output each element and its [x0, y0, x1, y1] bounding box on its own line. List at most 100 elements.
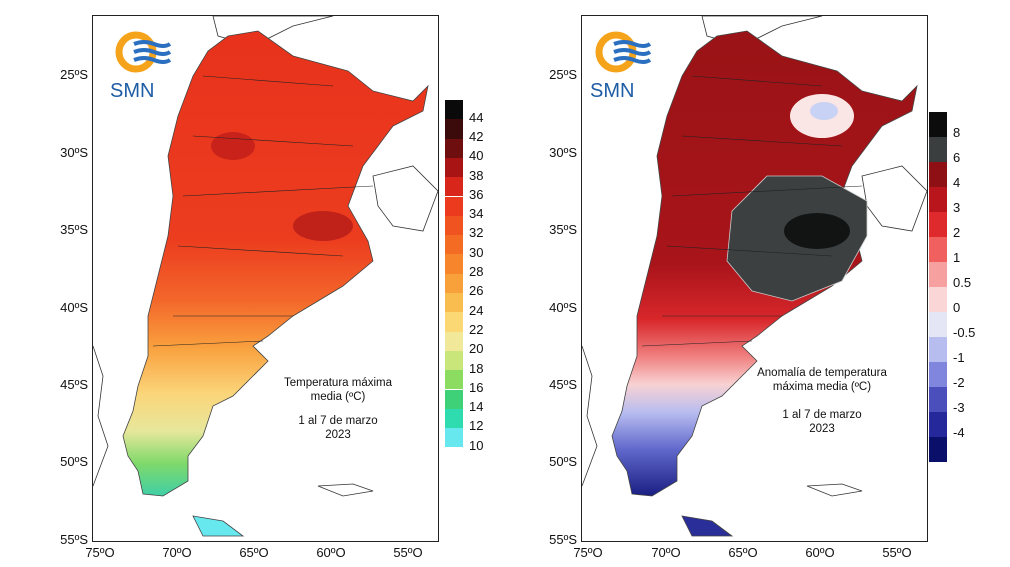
colorbar-swatch: [929, 287, 947, 312]
smn-logo-icon: [115, 31, 172, 73]
hot-spot-center: [293, 211, 353, 241]
colorbar-swatch: [445, 177, 463, 197]
colorbar-label: 36: [469, 186, 484, 202]
malvinas-islands: [806, 483, 863, 497]
right-map-frame: [581, 15, 928, 542]
left-map-panel: SMN 25ºS 30ºS 35ºS 40ºS 45ºS 50ºS 55ºS 7…: [60, 15, 484, 560]
uruguay-outline: [372, 165, 438, 232]
colorbar-swatch: [929, 312, 947, 337]
colorbar-label: 14: [469, 399, 484, 415]
smn-logo: SMN: [590, 30, 652, 102]
colorbar-label: 0: [953, 299, 961, 315]
right-year: 2023: [809, 423, 835, 435]
colorbar-swatch: [445, 389, 463, 409]
colorbar-swatch: [445, 235, 463, 255]
colorbar-swatch: [929, 137, 947, 162]
uruguay-outline: [861, 165, 927, 232]
colorbar-swatch: [929, 262, 947, 287]
colorbar-swatch: [929, 362, 947, 387]
lon-label: 60ºO: [316, 545, 346, 560]
colorbar-swatch: [929, 162, 947, 187]
lat-label: 30ºS: [60, 145, 88, 160]
left-title-line2: media (ºC): [310, 391, 366, 403]
lat-label: 45ºS: [60, 377, 88, 392]
colorbar-swatch: [445, 312, 463, 332]
colorbar-label: 0.5: [953, 274, 972, 290]
lat-label: 30ºS: [549, 145, 577, 160]
colorbar-swatch: [929, 112, 947, 137]
colorbar-label: -3: [953, 399, 965, 415]
colorbar-swatch: [445, 331, 463, 351]
colorbar-swatch: [929, 437, 947, 462]
colorbar-swatch: [445, 408, 463, 429]
colorbar-label: 2: [953, 224, 961, 240]
lat-label: 50ºS: [60, 454, 88, 469]
colorbar-swatch: [929, 387, 947, 412]
lon-label: 75ºO: [573, 545, 603, 560]
colorbar-label: 22: [469, 321, 484, 337]
max-anomaly-core: [784, 213, 850, 249]
province-borders: [152, 75, 374, 347]
chile-coast: [93, 345, 109, 487]
colorbar-label: 8: [953, 124, 961, 140]
cool-spot-core: [810, 102, 838, 120]
colorbar-swatch: [929, 412, 947, 437]
lat-label: 25ºS: [60, 67, 88, 82]
lat-label: 40ºS: [549, 300, 577, 315]
colorbar-label: -0.5: [953, 324, 976, 340]
bolivia-outline: [212, 16, 334, 47]
colorbar-label: 12: [469, 418, 484, 434]
right-map-panel: SMN 25ºS 30ºS 35ºS 40ºS 45ºS 50ºS 55ºS 7…: [505, 0, 1010, 567]
lat-label: 50ºS: [549, 454, 577, 469]
left-map-frame: [92, 15, 439, 542]
right-title-line2: máxima media (ºC): [772, 381, 872, 393]
colorbar-label: -2: [953, 374, 965, 390]
lon-label: 60ºO: [805, 545, 835, 560]
colorbar-swatch: [929, 212, 947, 237]
colorbar-label: -4: [953, 424, 965, 440]
lat-label: 55ºS: [549, 532, 577, 547]
lon-label: 55ºO: [393, 545, 423, 560]
chile-coast: [582, 345, 598, 487]
lon-label: 70ºO: [162, 545, 192, 560]
colorbar-swatch: [445, 350, 463, 371]
colorbar-swatch: [445, 138, 463, 158]
colorbar-label: 3: [953, 199, 961, 215]
colorbar-label: 30: [469, 244, 484, 260]
smn-logo-text: SMN: [110, 80, 155, 102]
colorbar-swatch: [929, 237, 947, 262]
right-period: 1 al 7 de marzo: [782, 409, 862, 421]
colorbar-label: 32: [469, 225, 484, 241]
colorbar-label: 10: [469, 437, 484, 453]
lat-label: 40ºS: [60, 300, 88, 315]
left-year: 2023: [325, 429, 351, 441]
colorbar-label: 6: [953, 149, 961, 165]
colorbar-label: 24: [469, 302, 484, 318]
colorbar-label: 38: [469, 167, 484, 183]
lat-label: 45ºS: [549, 377, 577, 392]
colorbar-swatch: [445, 215, 463, 236]
province-borders: [641, 75, 863, 347]
right-anomaly-map: [582, 16, 927, 537]
smn-logo-text: SMN: [590, 80, 635, 102]
colorbar-label: 40: [469, 148, 484, 164]
colorbar-label: 18: [469, 360, 484, 376]
colorbar-swatch: [445, 196, 463, 216]
tierra-del-fuego: [681, 515, 734, 537]
colorbar-swatch: [445, 273, 463, 293]
left-title-line1: Temperatura máxima: [283, 377, 392, 389]
colorbar-swatch: [929, 337, 947, 362]
colorbar-label: 26: [469, 283, 484, 299]
colorbar-label: 4: [953, 174, 961, 190]
lat-label: 35ºS: [60, 222, 88, 237]
argentina-shape: [122, 30, 429, 497]
bolivia-outline: [701, 16, 823, 47]
lon-label: 70ºO: [651, 545, 681, 560]
colorbar-label: 16: [469, 379, 484, 395]
colorbar-swatch: [445, 254, 463, 274]
colorbar-swatch: [929, 187, 947, 212]
lat-label: 55ºS: [60, 532, 88, 547]
colorbar-label: -1: [953, 349, 965, 365]
colorbar-swatch: [445, 157, 463, 178]
lon-label: 65ºO: [239, 545, 269, 560]
